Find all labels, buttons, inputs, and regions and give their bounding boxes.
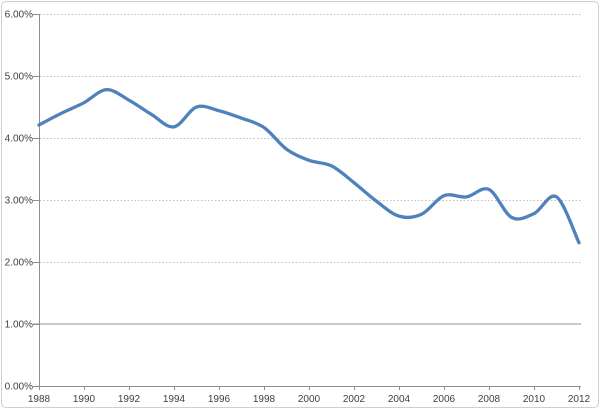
y-axis-label: 2.00%: [5, 258, 33, 269]
y-axis-label: 5.00%: [5, 72, 33, 83]
x-axis-label: 1994: [163, 394, 186, 405]
x-axis-label: 1990: [73, 394, 96, 405]
x-axis-label: 2006: [433, 394, 456, 405]
x-axis-label: 2002: [343, 394, 366, 405]
x-axis-label: 1992: [118, 394, 141, 405]
x-axis-label: 2008: [478, 394, 501, 405]
data-series-line: [37, 87, 581, 245]
y-axis-label: 4.00%: [5, 134, 33, 145]
x-axis-label: 1996: [208, 394, 231, 405]
y-axis-label: 3.00%: [5, 196, 33, 207]
x-axis-label: 1998: [253, 394, 276, 405]
y-axis-label: 0.00%: [5, 382, 33, 393]
x-axis-label: 2012: [568, 394, 591, 405]
x-axis-label: 2000: [298, 394, 321, 405]
x-axis-label: 2004: [388, 394, 411, 405]
y-axis-label: 1.00%: [5, 320, 33, 331]
x-axis-label: 2010: [523, 394, 546, 405]
y-axis-label: 6.00%: [5, 10, 33, 21]
x-axis-label: 1988: [28, 394, 51, 405]
